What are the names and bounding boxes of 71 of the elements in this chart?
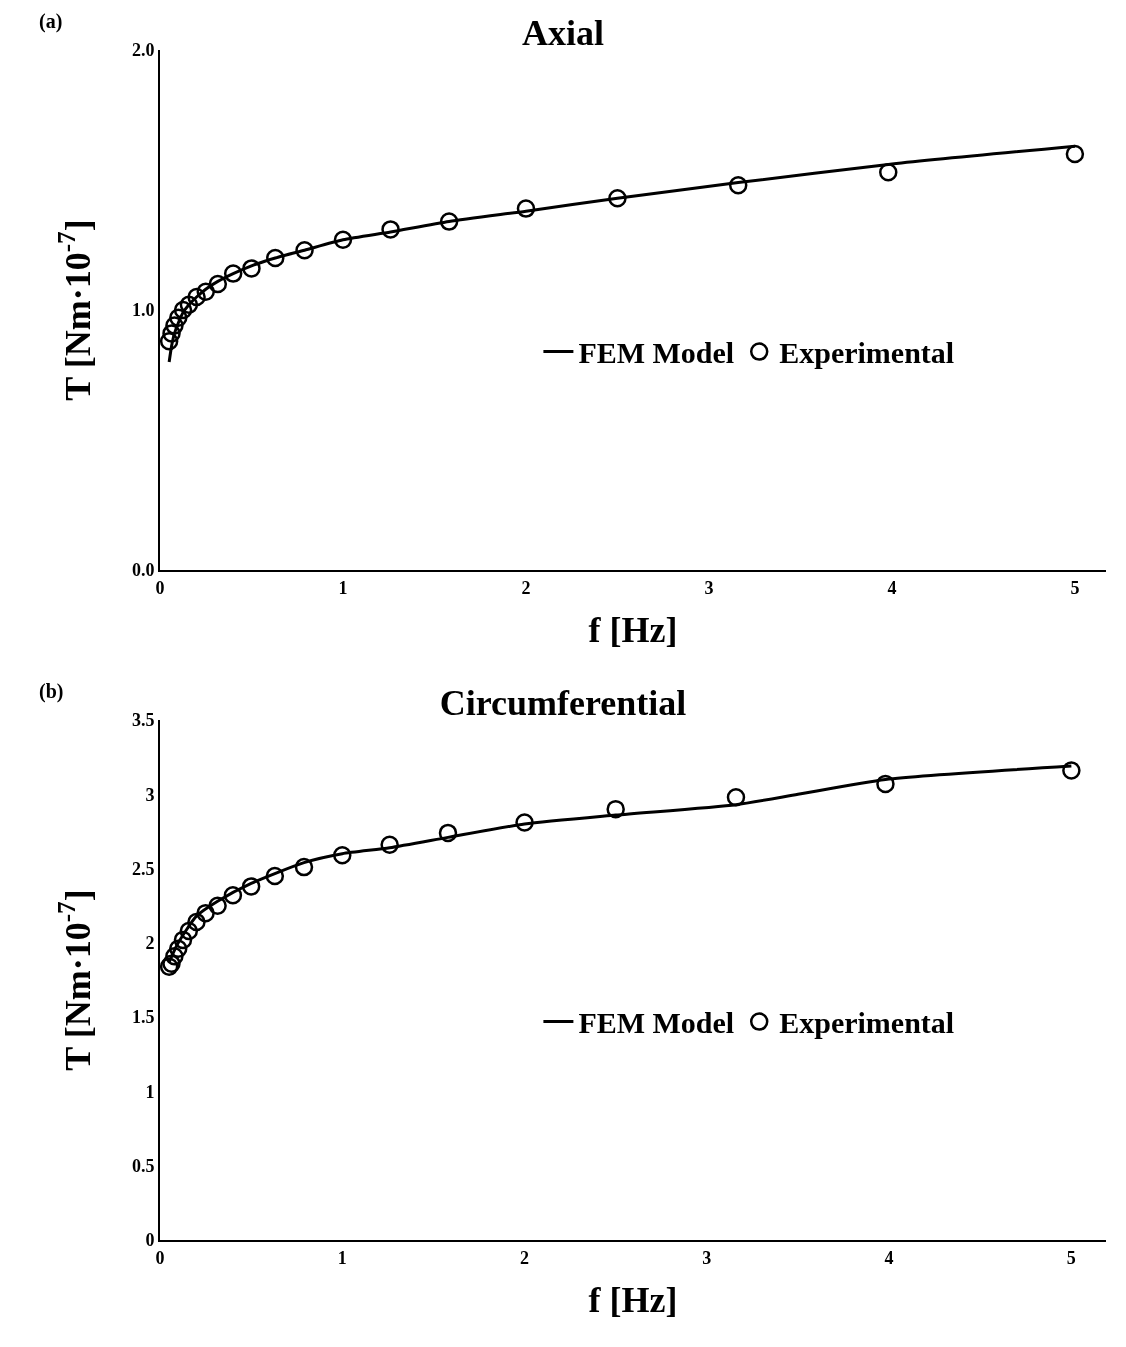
point [169, 308, 188, 328]
legend-label: Experimental [779, 336, 955, 370]
y-tick-label: 0.0 [131, 560, 155, 581]
point [515, 813, 534, 832]
point [608, 188, 627, 208]
point [173, 930, 193, 950]
y-tick-label: 2.0 [131, 40, 155, 61]
y-tick-label: 1.0 [131, 300, 155, 321]
point [1062, 761, 1081, 780]
point [879, 162, 898, 182]
y-tick-label: 2.5 [131, 858, 155, 879]
y-tick-label: 1 [145, 1081, 155, 1102]
point [295, 240, 314, 260]
point [168, 939, 188, 959]
y-tick-label: 2 [145, 933, 155, 954]
x-tick-label: 4 [887, 577, 897, 598]
point [223, 264, 243, 283]
x-tick-label: 5 [1070, 577, 1080, 598]
point [223, 886, 243, 905]
point [333, 230, 353, 250]
point [187, 912, 206, 932]
point [159, 331, 179, 351]
point [438, 823, 458, 843]
point [606, 799, 625, 819]
point [208, 274, 228, 294]
point [208, 896, 227, 915]
x-tick-label: 5 [1066, 1247, 1076, 1268]
text: (b) [39, 680, 64, 703]
point [196, 282, 215, 302]
x-tick-label: 2 [520, 1247, 530, 1268]
x-tick-label: 3 [702, 1247, 712, 1268]
point [179, 295, 199, 315]
point [242, 259, 261, 278]
y-tick-label: 1.5 [131, 1007, 155, 1028]
point [516, 199, 536, 218]
point [726, 788, 746, 807]
x-tick-label: 4 [884, 1247, 894, 1268]
x-tick-label: 1 [338, 577, 348, 598]
point [187, 287, 206, 307]
legend-label: Experimental [779, 1006, 955, 1040]
x-tick-label: 2 [521, 577, 531, 598]
legend-label: FEM Model [578, 336, 735, 370]
legend-label: FEM Model [578, 1006, 735, 1040]
point [266, 248, 285, 268]
point [294, 857, 314, 877]
point [381, 220, 400, 239]
point [876, 774, 895, 794]
chart-title: Circumferential [439, 683, 687, 724]
point [1065, 144, 1085, 164]
y-tick-label: 3 [145, 784, 155, 805]
y-tick-label: 3.5 [131, 710, 155, 731]
point [165, 316, 184, 335]
text: (a) [39, 10, 63, 33]
point [165, 946, 184, 966]
point [728, 175, 748, 195]
point [333, 845, 352, 865]
point [380, 835, 399, 855]
chart-title: Axial [521, 13, 605, 54]
point [162, 324, 181, 343]
y-tick-label: 0 [145, 1230, 155, 1251]
point [179, 921, 199, 941]
point [439, 212, 459, 231]
point [265, 866, 285, 886]
x-axis-title: f [Hz] [588, 1279, 678, 1320]
point [196, 903, 215, 923]
x-axis-title: f [Hz] [588, 609, 678, 650]
x-tick-label: 3 [704, 577, 714, 598]
x-tick-label: 1 [337, 1247, 347, 1268]
point [173, 300, 193, 320]
y-tick-label: 0.5 [131, 1156, 155, 1177]
point [241, 877, 261, 896]
